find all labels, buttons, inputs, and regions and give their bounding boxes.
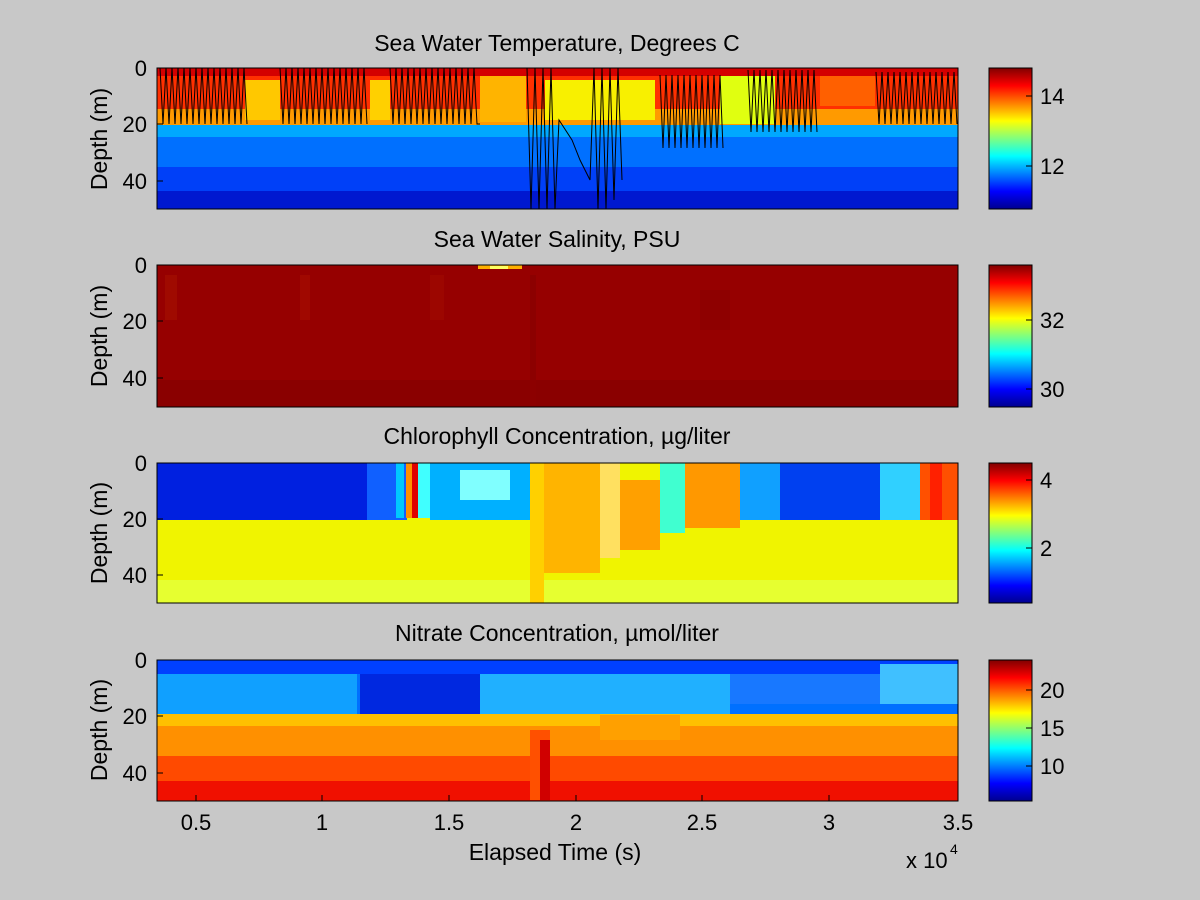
x-tick-label: 2 — [570, 810, 582, 835]
heatmap-area — [157, 68, 958, 209]
axes-frame — [156, 67, 959, 210]
ctd-cast-traces — [159, 68, 958, 209]
x-axis-multiplier: x 10 — [906, 848, 948, 873]
heatmap-area — [157, 463, 958, 603]
x-axis-multiplier-exponent: 4 — [950, 841, 958, 857]
x-tick-label: 3.5 — [943, 810, 974, 835]
y-tick-label: 40 — [123, 563, 147, 588]
y-axis-label: Depth (m) — [86, 679, 112, 781]
colorbar-tick-label: 20 — [1040, 678, 1064, 703]
x-tick-label: 1 — [316, 810, 328, 835]
panel-title: Sea Water Temperature, Degrees C — [374, 30, 740, 56]
colorbar: 32 30 — [988, 264, 1064, 408]
colorbar-tick-label: 10 — [1040, 754, 1064, 779]
panel-title: Nitrate Concentration, µmol/liter — [395, 620, 719, 646]
panel-temperature: Sea Water Temperature, Degrees C — [86, 30, 1064, 210]
colorbar-tick-label: 30 — [1040, 377, 1064, 402]
panel-title: Sea Water Salinity, PSU — [434, 226, 681, 252]
x-tick-label: 3 — [823, 810, 835, 835]
colorbar-tick-label: 12 — [1040, 154, 1064, 179]
colorbar-tick-label: 14 — [1040, 84, 1064, 109]
heatmap-area — [157, 265, 958, 407]
panel-salinity: Sea Water Salinity, PSU 0 20 40 Depth (m… — [86, 226, 1064, 408]
heatmap-area — [157, 660, 958, 801]
y-tick-label: 20 — [123, 507, 147, 532]
colorbar-tick-label: 4 — [1040, 468, 1052, 493]
x-axis: 0.5 1 1.5 2 2.5 3 3.5 Elapsed Time (s) x… — [181, 795, 974, 873]
colorbar: 14 12 — [988, 67, 1064, 210]
x-axis-label: Elapsed Time (s) — [469, 839, 642, 865]
y-tick-label: 0 — [135, 56, 147, 81]
colorbar-tick-label: 15 — [1040, 716, 1064, 741]
y-tick-label: 40 — [123, 366, 147, 391]
y-tick-label: 20 — [123, 112, 147, 137]
axes-frame — [156, 462, 959, 604]
colorbar-tick-label: 32 — [1040, 308, 1064, 333]
panel-chlorophyll: Chlorophyll Concentration, µg/liter — [86, 423, 1052, 604]
y-tick-label: 0 — [135, 253, 147, 278]
y-axis-label: Depth (m) — [86, 482, 112, 584]
panel-nitrate: Nitrate Concentration, µmol/liter 0 20 4… — [86, 620, 1064, 873]
colorbar: 20 15 10 — [988, 659, 1064, 802]
y-tick-label: 20 — [123, 704, 147, 729]
x-tick-label: 1.5 — [434, 810, 465, 835]
y-tick-label: 0 — [135, 648, 147, 673]
y-tick-label: 0 — [135, 451, 147, 476]
axes-frame — [156, 264, 959, 408]
y-axis-label: Depth (m) — [86, 88, 112, 190]
y-tick-label: 40 — [123, 761, 147, 786]
colorbar: 4 2 — [988, 462, 1052, 604]
panel-title: Chlorophyll Concentration, µg/liter — [384, 423, 731, 449]
x-tick-label: 0.5 — [181, 810, 212, 835]
x-tick-label: 2.5 — [687, 810, 718, 835]
axes-frame — [156, 659, 959, 802]
y-tick-label: 40 — [123, 169, 147, 194]
colorbar-tick-label: 2 — [1040, 536, 1052, 561]
y-axis-label: Depth (m) — [86, 285, 112, 387]
y-tick-label: 20 — [123, 309, 147, 334]
